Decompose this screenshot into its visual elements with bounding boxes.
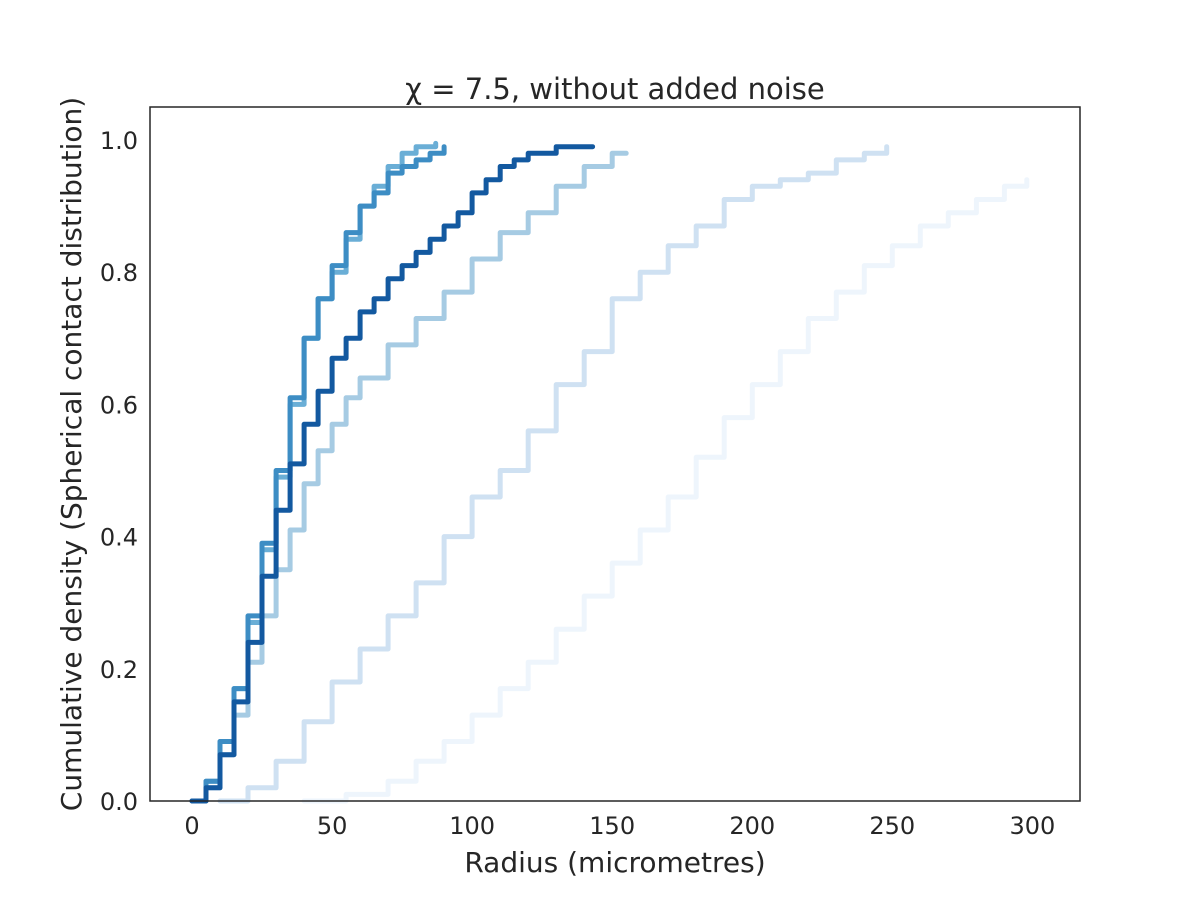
y-tick-label: 1.0 [100,127,138,155]
series-line-5 [189,144,447,804]
x-tick-label: 200 [729,812,775,840]
x-tick-label: 50 [317,812,348,840]
x-tick-label: 150 [589,812,635,840]
x-tick-label: 0 [184,812,199,840]
series-line-2 [217,144,890,804]
x-axis-label: Radius (micrometres) [464,846,765,879]
series-line-6 [189,144,596,804]
y-tick-labels: 0.0 0.2 0.4 0.6 0.8 1.0 [100,127,138,816]
y-tick-label: 0.6 [100,391,138,419]
x-tick-labels: 0 50 100 150 200 250 300 [184,812,1055,840]
x-tick-label: 250 [869,812,915,840]
y-tick-label: 0.8 [100,259,138,287]
plot-frame [149,106,1081,802]
x-tick-label: 300 [1009,812,1055,840]
chart-title: χ = 7.5, without added noise [405,72,824,106]
series-layer [189,140,1030,804]
series-line-3 [189,150,629,804]
y-tick-label: 0.4 [100,524,138,552]
x-tick-label: 100 [449,812,495,840]
series-line-1 [301,177,1030,804]
y-tick-label: 0.0 [100,788,138,816]
y-axis-label: Cumulative density (Spherical contact di… [55,97,88,811]
y-tick-label: 0.2 [100,656,138,684]
